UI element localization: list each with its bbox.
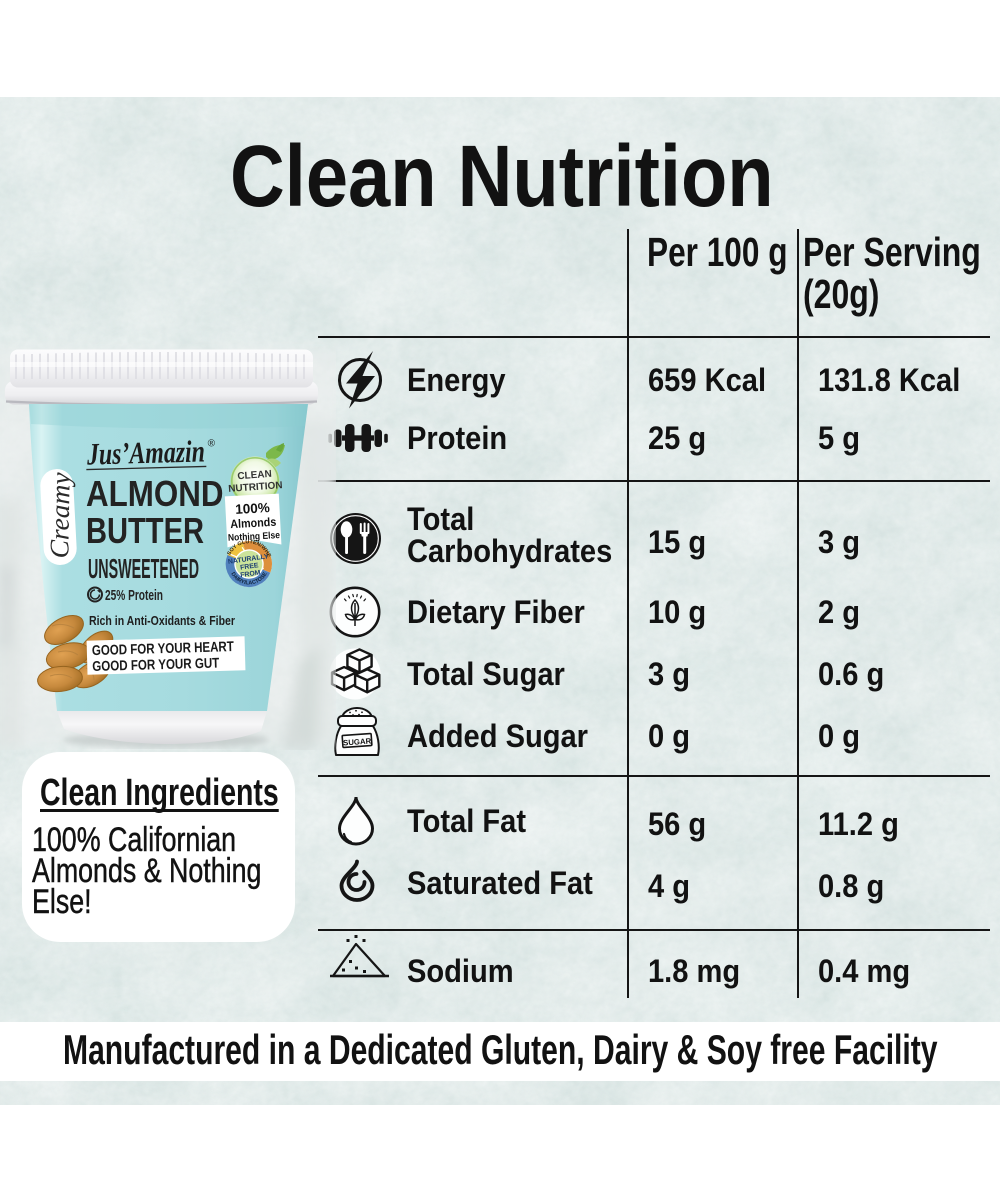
svg-text:Almonds: Almonds [230, 515, 277, 531]
svg-text:25% Protein: 25% Protein [105, 587, 163, 604]
svg-text:NUTRITION: NUTRITION [228, 480, 283, 495]
svg-text:FREE: FREE [240, 562, 260, 572]
svg-text:Creamy: Creamy [44, 472, 75, 559]
svg-text:GOOD FOR YOUR GUT: GOOD FOR YOUR GUT [92, 656, 220, 676]
svg-text:BUTTER: BUTTER [86, 510, 204, 551]
svg-text:Jus’Amazin: Jus’Amazin [86, 433, 206, 471]
svg-text:CLEAN: CLEAN [237, 469, 272, 482]
svg-text:GOOD FOR YOUR HEART: GOOD FOR YOUR HEART [92, 639, 235, 659]
svg-text:Nothing Else: Nothing Else [228, 530, 281, 544]
svg-text:ALMOND: ALMOND [86, 473, 224, 514]
svg-text:100%: 100% [235, 500, 270, 517]
svg-text:Rich in Anti-Oxidants & Fiber: Rich in Anti-Oxidants & Fiber [89, 613, 235, 628]
svg-text:FROM: FROM [240, 569, 261, 579]
svg-text:SUGAR: SUGAR [343, 736, 372, 747]
svg-text:UNSWEETENED: UNSWEETENED [88, 553, 199, 584]
svg-text:®: ® [208, 438, 216, 449]
